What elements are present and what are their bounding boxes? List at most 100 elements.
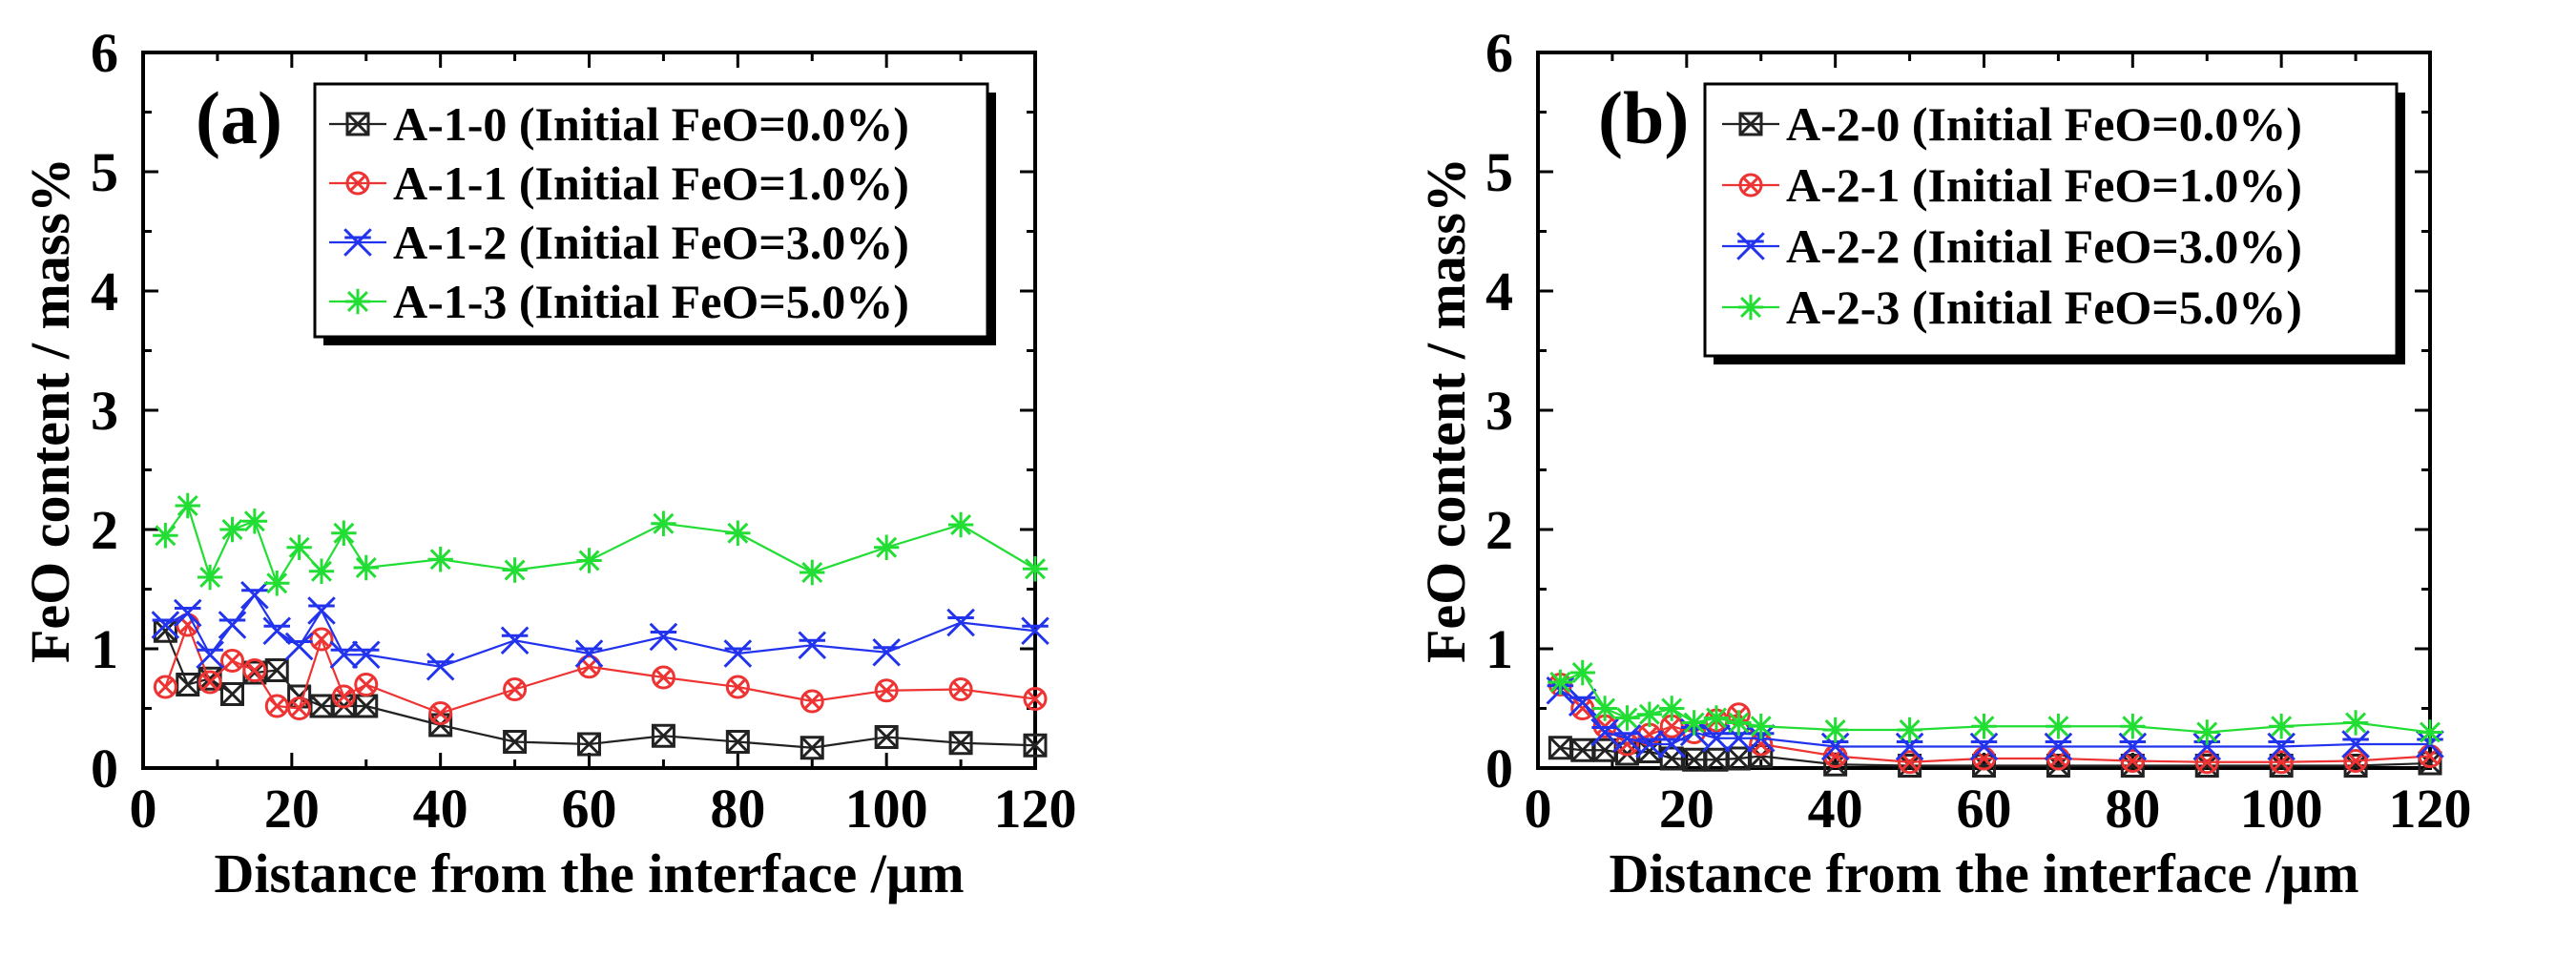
marker-asterisk	[1897, 717, 1922, 743]
marker-box	[2418, 751, 2442, 776]
panel-label: (a)	[196, 76, 282, 159]
marker-asterisk	[308, 558, 335, 584]
data-point	[651, 665, 675, 690]
y-tick-label: 2	[91, 499, 118, 561]
marker-box	[651, 723, 675, 748]
x-tick-label: 100	[845, 778, 928, 840]
data-point	[873, 534, 900, 560]
data-point	[196, 640, 224, 670]
data-point	[503, 730, 528, 754]
legend-label: A-1-1 (Initial FeO=1.0%)	[393, 156, 909, 210]
data-point	[1657, 730, 1687, 759]
data-point	[309, 627, 334, 652]
data-point	[649, 622, 678, 652]
y-tick-label: 6	[1485, 22, 1513, 84]
data-point	[1971, 714, 1997, 739]
x-tick-label: 20	[264, 778, 320, 840]
legend-entry: A-1-2 (Initial FeO=3.0%)	[329, 216, 909, 269]
marker-cross	[2124, 752, 2142, 770]
data-point	[1612, 723, 1642, 753]
marker-asterisk	[1614, 705, 1640, 731]
marker-cross	[1573, 699, 1591, 717]
marker-star	[1969, 732, 1999, 761]
y-tick-label: 3	[91, 380, 118, 442]
data-point	[286, 534, 312, 560]
data-point	[219, 516, 245, 543]
marker-cross	[2347, 752, 2365, 770]
legend-box	[313, 82, 989, 339]
data-point	[1969, 732, 1999, 761]
legend-box	[1703, 82, 2399, 358]
legend-marker	[1738, 173, 1763, 197]
marker-cross	[800, 736, 824, 759]
data-point	[948, 731, 973, 756]
marker-circle	[725, 675, 750, 699]
marker-cross	[1570, 738, 1594, 762]
data-point	[502, 557, 528, 583]
marker-circle	[287, 696, 312, 720]
x-tick-label: 0	[1525, 778, 1552, 840]
data-point	[2120, 749, 2145, 773]
marker-star	[1657, 730, 1687, 759]
legend-entry: A-1-3 (Initial FeO=5.0%)	[329, 275, 909, 328]
data-point	[1681, 710, 1707, 736]
marker-cross	[1548, 736, 1572, 759]
data-point	[354, 673, 379, 696]
marker-cross	[198, 667, 222, 691]
data-point	[2046, 714, 2071, 739]
marker-star	[240, 580, 269, 610]
data-point	[287, 696, 312, 720]
data-point	[1022, 556, 1049, 582]
marker-cross	[2198, 753, 2216, 771]
data-point	[2342, 710, 2369, 736]
marker-cross	[176, 673, 199, 696]
data-point	[426, 652, 455, 681]
data-point	[2044, 732, 2073, 761]
marker-cross	[506, 680, 524, 698]
marker-cross	[1704, 748, 1729, 772]
data-point	[577, 655, 601, 679]
legend-marker	[344, 288, 371, 315]
marker-cross	[729, 678, 747, 696]
data-point	[153, 523, 178, 549]
marker-circle	[428, 701, 453, 725]
marker-asterisk	[576, 548, 602, 573]
legend-entry: A-2-2 (Initial FeO=3.0%)	[1722, 219, 2302, 273]
data-point	[2194, 719, 2220, 745]
marker-asterisk	[1548, 669, 1573, 696]
series-1	[153, 613, 1048, 725]
marker-asterisk	[153, 523, 178, 549]
x-axis-title: Distance from the interface /µm	[214, 842, 964, 904]
marker-asterisk	[2194, 719, 2220, 745]
data-point	[503, 677, 528, 701]
marker-asterisk	[197, 564, 223, 591]
series-line	[164, 592, 1036, 668]
y-tick-label: 4	[1485, 260, 1513, 322]
marker-circle	[197, 670, 222, 695]
marker-asterisk	[219, 516, 245, 543]
marker-asterisk	[2342, 710, 2369, 736]
data-point	[2269, 750, 2294, 775]
marker-circle	[153, 675, 177, 699]
marker-cross	[949, 731, 973, 755]
marker-star	[343, 228, 372, 257]
data-point	[2343, 749, 2368, 773]
x-tick-label: 60	[562, 778, 617, 840]
data-point	[175, 492, 200, 519]
data-point	[651, 723, 675, 748]
marker-circle	[874, 678, 899, 703]
marker-box	[874, 725, 899, 749]
marker-cross	[290, 699, 308, 717]
legend-label: A-1-3 (Initial FeO=5.0%)	[393, 275, 909, 328]
marker-star	[329, 640, 359, 670]
marker-asterisk	[1726, 710, 1752, 736]
y-tick-label: 5	[1485, 141, 1513, 203]
marker-circle	[331, 684, 356, 709]
marker-cross	[580, 657, 598, 675]
marker-asterisk	[873, 534, 900, 560]
marker-cross	[223, 652, 241, 670]
series-3	[153, 492, 1049, 596]
data-point	[1897, 717, 1922, 743]
marker-cross	[2195, 754, 2219, 778]
data-point	[723, 639, 753, 668]
